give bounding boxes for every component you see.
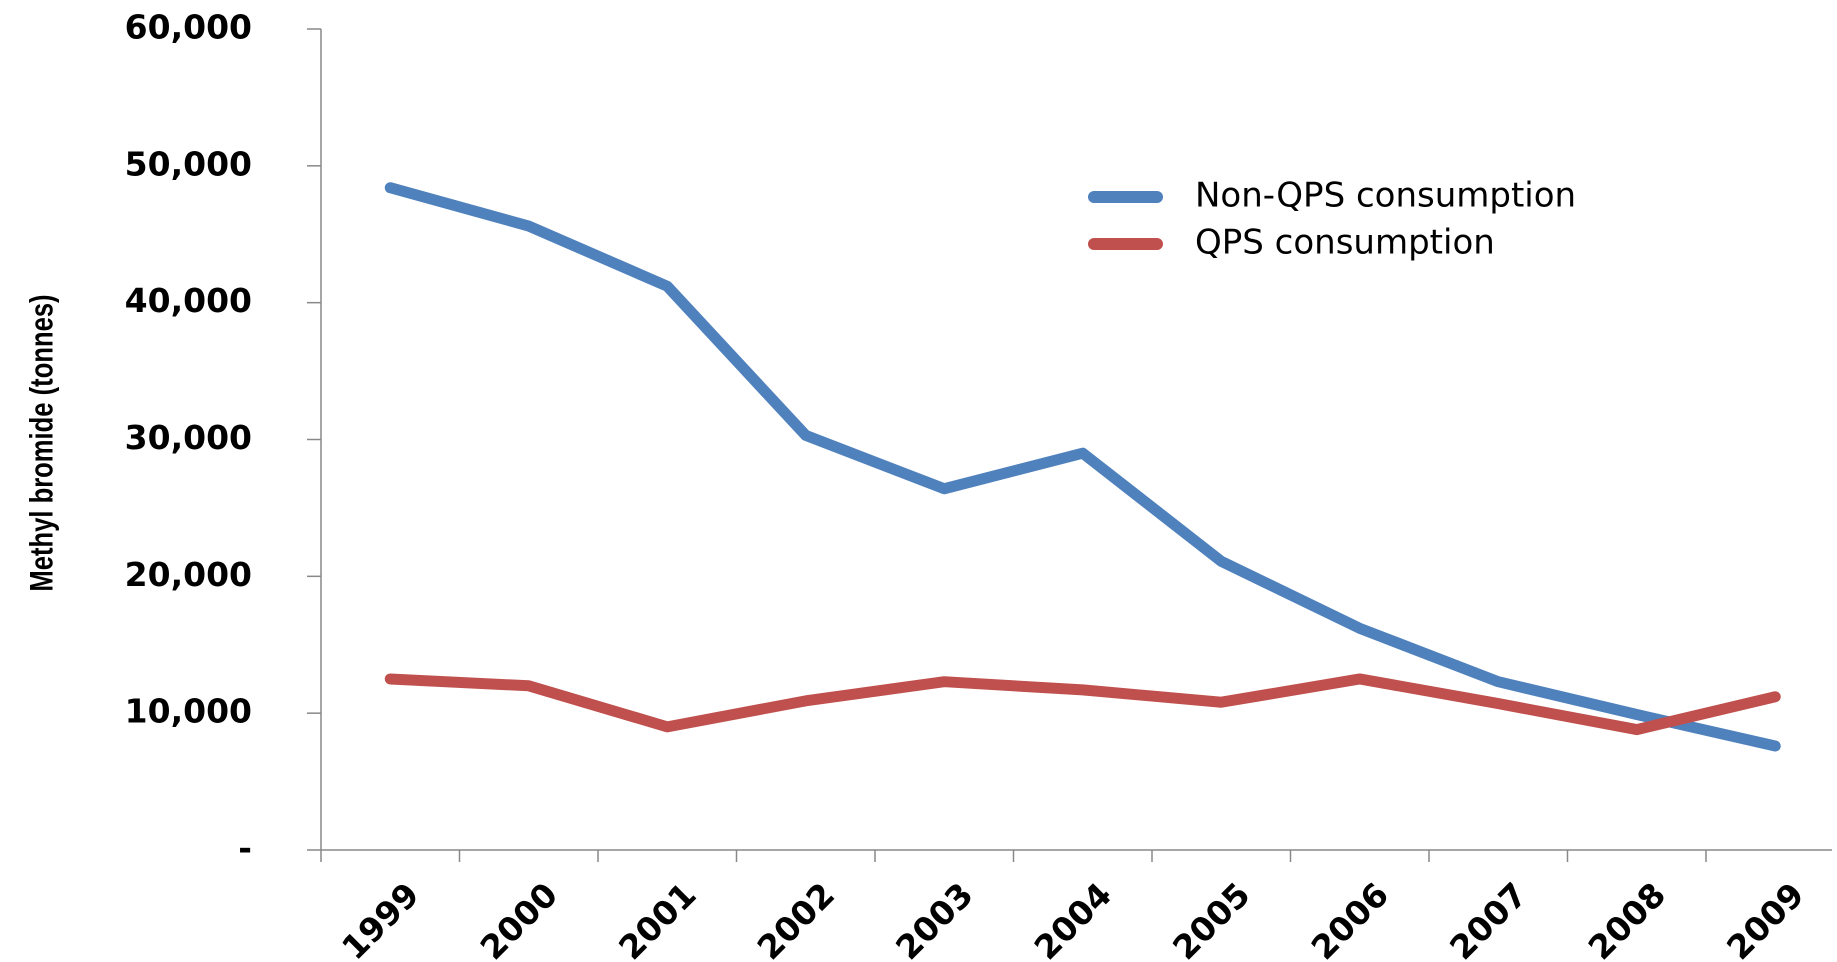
x-tick-label: 2000 [473, 875, 566, 962]
y-tick-label: 10,000 [125, 692, 252, 731]
x-tick-label: 2009 [1719, 875, 1812, 962]
legend-label: QPS consumption [1195, 223, 1495, 263]
x-tick-label: 2002 [750, 875, 843, 962]
y-tick-label: 30,000 [125, 418, 252, 457]
x-tick-label: 2001 [611, 875, 704, 962]
x-tick-label: 2003 [888, 875, 981, 962]
x-tick-label: 1999 [334, 875, 427, 962]
x-tick-label: 2007 [1442, 875, 1535, 962]
data-line [384, 673, 1781, 736]
data-line [384, 182, 1781, 752]
y-tick-label: 20,000 [125, 555, 252, 594]
legend-label: Non-QPS consumption [1195, 176, 1576, 216]
y-tick-label: 40,000 [125, 281, 252, 320]
y-tick-label: 60,000 [125, 8, 252, 47]
y-axis-title: Methyl bromide (tonnes) [25, 294, 60, 591]
x-tick-label: 2008 [1581, 875, 1674, 962]
y-tick-label: - [238, 829, 252, 868]
x-tick-label: 2005 [1165, 875, 1258, 962]
x-tick-label: 2004 [1027, 875, 1120, 962]
y-tick-label: 50,000 [125, 144, 252, 183]
x-tick-label: 2006 [1304, 875, 1397, 962]
